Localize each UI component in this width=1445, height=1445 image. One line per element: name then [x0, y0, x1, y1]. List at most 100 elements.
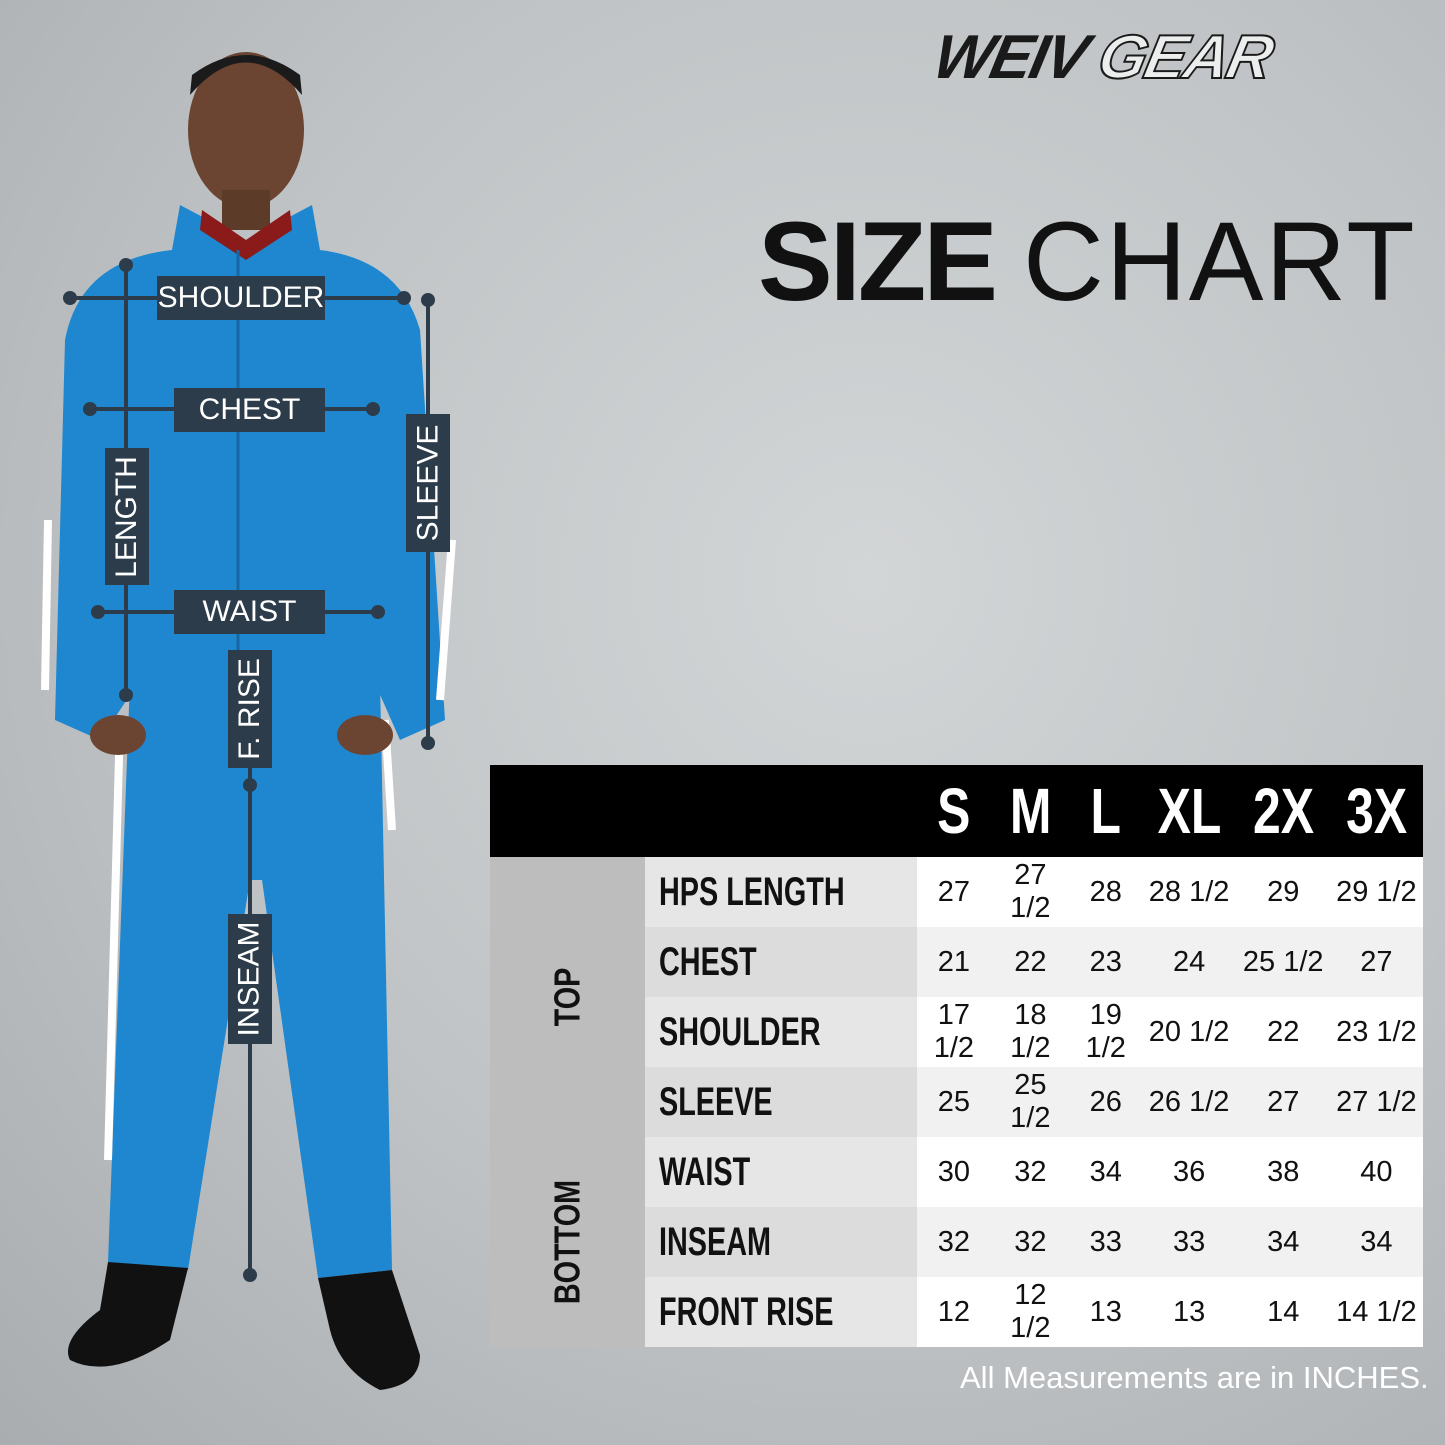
model-jacket	[55, 205, 445, 740]
title-light: CHART	[1022, 199, 1417, 324]
label-waist: WAIST	[174, 590, 325, 634]
table-row: INSEAM 32 32 33 33 34 34	[490, 1207, 1423, 1277]
label-text: CHEST	[198, 393, 301, 426]
table-cell: 23	[1070, 927, 1142, 997]
label-text: INSEAM	[233, 921, 266, 1037]
model-shoe-right	[318, 1270, 420, 1390]
footnote: All Measurements are in INCHES.	[960, 1360, 1429, 1395]
table-cell: 38	[1236, 1137, 1330, 1207]
table-cell: 34	[1329, 1207, 1423, 1277]
logo-text-outline: GEAR	[1091, 22, 1279, 93]
model-shoe-left	[68, 1262, 188, 1367]
table-cell: 32	[917, 1207, 991, 1277]
table-cell: 14	[1236, 1277, 1330, 1347]
row-label-text: CHEST	[659, 939, 757, 984]
table-cell: 27 1/2	[990, 857, 1071, 927]
group-label-text: TOP	[546, 967, 588, 1027]
table-cell: 28	[1070, 857, 1142, 927]
table-cell: 34	[1070, 1137, 1142, 1207]
label-inseam: INSEAM	[228, 914, 272, 1044]
table-cell: 21	[917, 927, 991, 997]
table-cell: 24	[1141, 927, 1237, 997]
page-title: SIZE CHART	[758, 200, 1417, 323]
table-cell: 28 1/2	[1141, 857, 1237, 927]
table-cell: 30	[917, 1137, 991, 1207]
size-table: S M L XL 2X 3X TOP HPS LENGTH 27 27 1/2 28 28…	[490, 765, 1423, 1347]
logo-text: WEIV	[927, 23, 1093, 92]
row-label: CHEST	[645, 927, 918, 997]
table-cell: 18 1/2	[990, 997, 1071, 1067]
label-sleeve: SLEEVE	[406, 414, 450, 552]
table-cell: 32	[990, 1207, 1071, 1277]
table-row: SHOULDER 17 1/2 18 1/2 19 1/2 20 1/2 22 23 1/2	[490, 997, 1423, 1067]
table-cell: 12	[917, 1277, 991, 1347]
table-row: TOP HPS LENGTH 27 27 1/2 28 28 1/2 29 29 1/2	[490, 857, 1423, 1137]
label-text: SHOULDER	[157, 281, 325, 314]
label-shoulder: SHOULDER	[157, 276, 325, 320]
row-label-text: INSEAM	[659, 1219, 772, 1264]
table-row: BOTTOM WAIST 30 32 34 36 38 40	[490, 1137, 1423, 1347]
header-blank	[490, 765, 918, 857]
label-text: WAIST	[202, 595, 297, 628]
row-label: HPS LENGTH	[645, 857, 918, 927]
table-cell: 12 1/2	[990, 1277, 1071, 1347]
size-header: L	[1077, 765, 1134, 857]
label-chest: CHEST	[174, 388, 325, 432]
size-header: S	[925, 765, 983, 857]
brand-logo: WEIVGEAR	[927, 22, 1279, 93]
model-figure	[41, 52, 456, 1390]
size-header-row: S M L XL 2X 3X	[490, 765, 1423, 857]
table-cell: 22	[990, 927, 1071, 997]
table-cell: 25 1/2	[1236, 927, 1330, 997]
table-cell: 19 1/2	[1070, 997, 1142, 1067]
table-cell: 33	[1070, 1207, 1142, 1277]
table-cell: 13	[1141, 1277, 1237, 1347]
row-label-text: HPS LENGTH	[659, 869, 845, 914]
table-row: FRONT RISE 12 12 1/2 13 13 14 14 1/2	[490, 1277, 1423, 1347]
table-cell: 23 1/2	[1329, 997, 1423, 1067]
row-label: INSEAM	[645, 1207, 918, 1277]
table-cell: 22	[1236, 997, 1330, 1067]
size-header: 2X	[1246, 765, 1320, 857]
label-length: LENGTH	[105, 448, 149, 585]
size-header: M	[999, 765, 1062, 857]
table-cell: 27	[917, 857, 991, 927]
group-label: BOTTOM	[490, 1137, 646, 1347]
table-cell: 26 1/2	[1141, 1067, 1237, 1137]
label-text: SLEEVE	[411, 424, 445, 542]
table-cell: 27	[1329, 927, 1423, 997]
table-cell: 33	[1141, 1207, 1237, 1277]
table-cell: 34	[1236, 1207, 1330, 1277]
title-bold: SIZE	[758, 199, 998, 324]
group-label: TOP	[490, 857, 646, 1137]
model-head	[188, 52, 304, 208]
table-cell: 27 1/2	[1329, 1067, 1423, 1137]
label-front-rise: F. RISE	[228, 650, 272, 768]
table-row: CHEST 21 22 23 24 25 1/2 27	[490, 927, 1423, 997]
table-cell: 29 1/2	[1329, 857, 1423, 927]
row-label: WAIST	[645, 1137, 918, 1207]
table-cell: 13	[1070, 1277, 1142, 1347]
row-label-text: FRONT RISE	[659, 1289, 834, 1334]
table-cell: 25	[917, 1067, 991, 1137]
table-cell: 26	[1070, 1067, 1142, 1137]
table-cell: 27	[1236, 1067, 1330, 1137]
model-pants	[108, 680, 392, 1278]
table-cell: 20 1/2	[1141, 997, 1237, 1067]
row-label: SLEEVE	[645, 1067, 918, 1137]
table-cell: 17 1/2	[917, 997, 991, 1067]
row-label: FRONT RISE	[645, 1277, 918, 1347]
row-label-text: SLEEVE	[659, 1079, 773, 1124]
row-label: SHOULDER	[645, 997, 918, 1067]
label-text: LENGTH	[110, 455, 143, 578]
group-label-text: BOTTOM	[546, 1179, 588, 1305]
table-cell: 14 1/2	[1329, 1277, 1423, 1347]
table-cell: 25 1/2	[990, 1067, 1071, 1137]
row-label-text: SHOULDER	[659, 1009, 821, 1054]
table-cell: 40	[1329, 1137, 1423, 1207]
size-header: 3X	[1340, 765, 1413, 857]
row-label-text: WAIST	[659, 1149, 751, 1194]
table-cell: 32	[990, 1137, 1071, 1207]
table-row: SLEEVE 25 25 1/2 26 26 1/2 27 27 1/2	[490, 1067, 1423, 1137]
table-cell: 29	[1236, 857, 1330, 927]
